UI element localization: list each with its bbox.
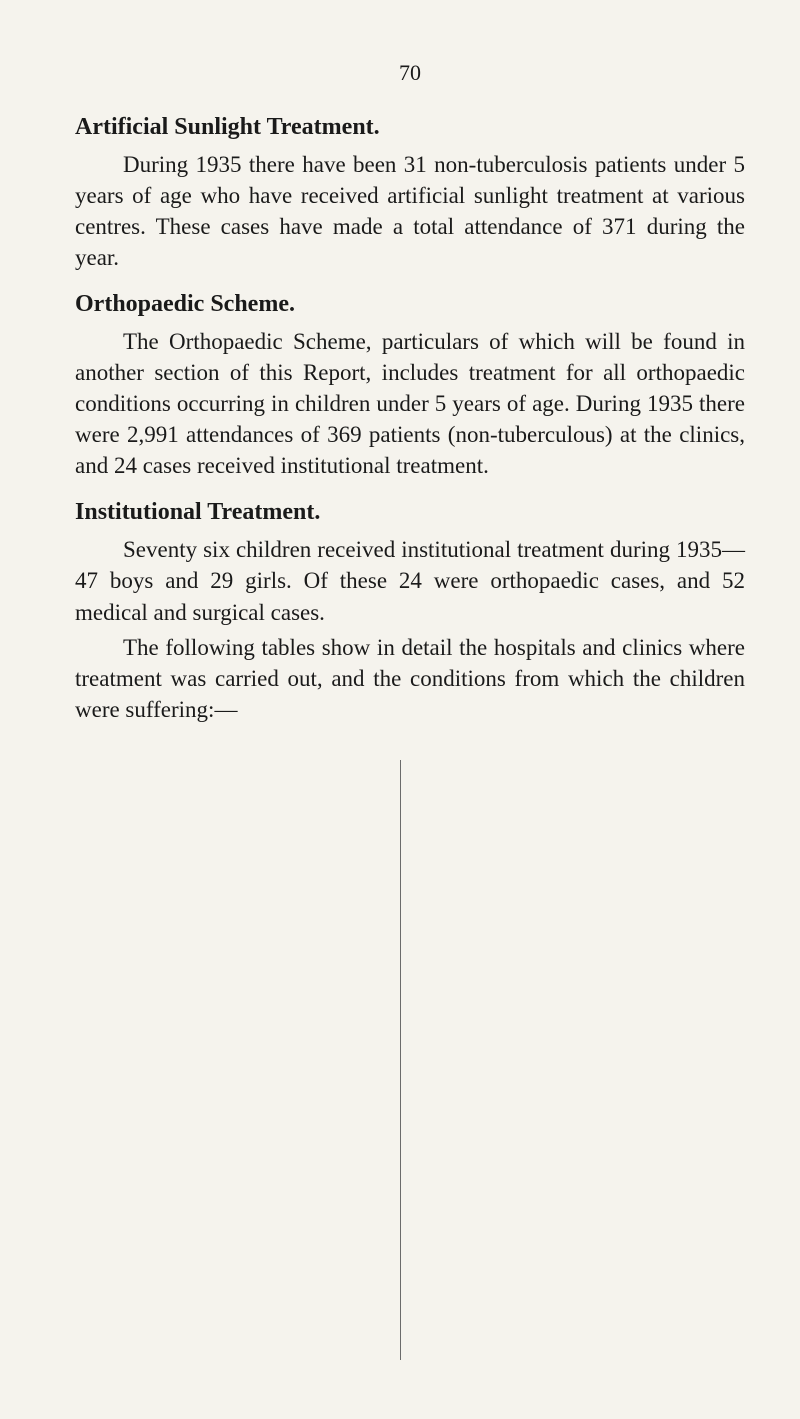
section-heading: Artificial Sunlight Treatment. [75,114,745,141]
section-heading: Orthopaedic Scheme. [75,291,745,318]
paragraph-text: The following tables show in detail the … [75,632,745,725]
section-institutional-treatment: Institutional Treatment. Seventy six chi… [75,499,745,724]
section-artificial-sunlight: Artificial Sunlight Treatment. During 19… [75,114,745,273]
paragraph-text: The Orthopaedic Scheme, particulars of w… [75,326,745,481]
section-heading: Institutional Treatment. [75,499,745,526]
section-orthopaedic-scheme: Orthopaedic Scheme. The Orthopaedic Sche… [75,291,745,481]
paragraph-text: Seventy six children received institutio… [75,534,745,627]
page-number: 70 [75,60,745,86]
vertical-divider [400,760,401,1360]
paragraph-text: During 1935 there have been 31 non-tuber… [75,149,745,273]
